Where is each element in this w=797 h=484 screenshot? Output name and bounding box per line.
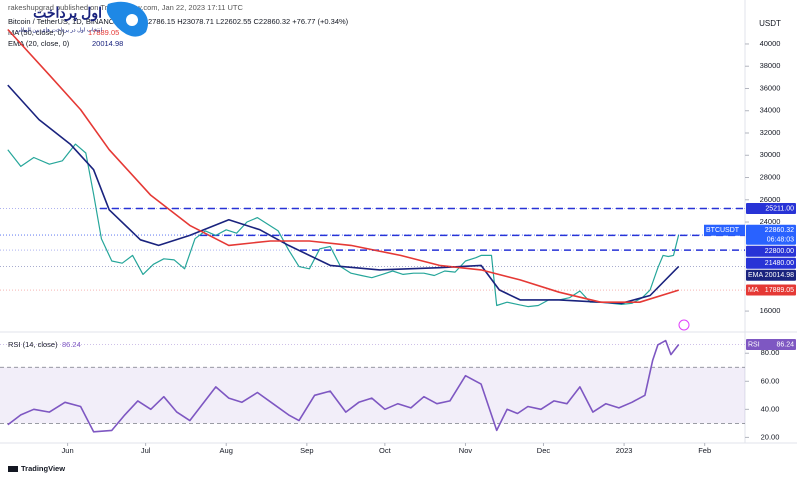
logo: اول پرداخت انتخاب اول در پرداخت های بین … [16,1,148,37]
ma-header: MA (50, close, 0) [8,28,65,37]
y-tick-label: 28000 [760,173,781,182]
y-tick-label: 20.00 [761,432,780,441]
y-tick-label: 38000 [760,61,781,70]
value-tag [746,284,796,296]
x-tick-label: Feb [698,446,711,455]
series-line [7,84,680,305]
logo-hole [126,14,138,26]
tag-label: BTCUSDT [706,227,740,234]
ema-header: EMA (20, close, 0) [8,39,70,48]
value-tag [746,224,796,245]
y-tick-label: 30000 [760,150,781,159]
value-tag [746,203,796,215]
logo-subtitle: انتخاب اول در پرداخت های بین المللی [16,26,102,33]
y-tick-label: 32000 [760,128,781,137]
tag-label: 17889.05 [765,287,794,294]
brand-name: TradingView [21,464,65,473]
series-line [7,143,680,308]
x-tick-label: 2023 [616,446,633,455]
x-tick-label: Oct [379,446,392,455]
tag-label: 86.24 [776,341,794,348]
ohlc-line: O22786.15 H23078.71 L22602.55 C22860.32 … [138,17,349,26]
y-tick-label: 24000 [760,217,781,226]
symbol-title: Bitcoin / TetherUS, 1D, BINANCE [8,17,119,26]
rsi-header-value: 86.24 [62,340,81,349]
x-tick-label: Jun [62,446,74,455]
tag-label: MA [748,287,759,294]
plot-area [0,339,745,433]
tag-symbol-box [704,224,745,236]
ema-header-value: 20014.98 [92,39,123,48]
value-tag [746,269,796,281]
tag-label: 22860.32 [765,227,794,234]
tag-label: 06:48:03 [767,237,794,244]
y-tick-label: 80.00 [761,348,780,357]
logo-title: اول پرداخت [33,5,102,22]
event-icon [678,319,690,331]
series-line [7,28,679,303]
y-tick-label: 60.00 [761,376,780,385]
x-tick-label: Jul [141,446,151,455]
value-tag [746,245,796,257]
y-tick-label: 26000 [760,195,781,204]
currency-label: USDT [759,19,781,28]
plot-area [0,28,745,308]
x-tick-label: Aug [220,446,233,455]
value-tag [746,257,796,269]
y-tick-label: 34000 [760,106,781,115]
brand: TradingView [8,464,65,473]
x-tick-label: Nov [459,446,473,455]
y-tick-label: 40.00 [761,404,780,413]
y-tick-label: 36000 [760,83,781,92]
series-line [7,339,680,433]
tag-label: 22800.00 [765,248,794,255]
tag-label: 21480.00 [765,260,794,267]
tag-label: 20014.98 [765,272,794,279]
x-tick-label: Dec [537,446,551,455]
tag-label: 25211.00 [765,205,794,212]
brand-icon [8,466,18,472]
tag-label: RSI [748,341,760,348]
ma-header-value: 17889.05 [88,28,119,37]
y-tick-label: 16000 [760,306,781,315]
rsi-band [0,367,745,424]
tag-label: EMA [748,272,764,279]
x-tick-label: Sep [300,446,313,455]
y-tick-label: 40000 [760,39,781,48]
value-tag [746,338,796,350]
